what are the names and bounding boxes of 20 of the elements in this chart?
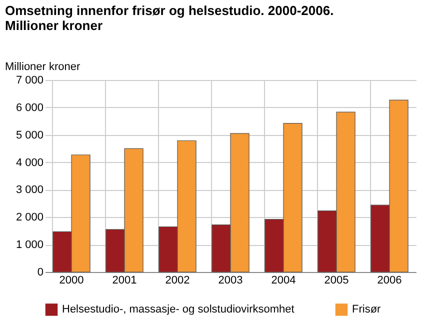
x-tick-label: 2005 [324, 274, 349, 286]
x-tick-label: 2002 [165, 274, 190, 286]
text: Millioner kroner [5, 18, 103, 33]
y-tick-label: 4 000 [16, 156, 44, 169]
y-tick-label: 1 000 [16, 239, 44, 252]
x-tick-label: 2004 [271, 274, 296, 286]
y-tick-label: 0 [37, 266, 44, 278]
x-tick-label: 2000 [59, 274, 84, 286]
x-tick-label: 2006 [377, 274, 402, 286]
y-axis-title: Millioner kroner [5, 61, 81, 73]
x-tick-label: 2001 [112, 274, 137, 286]
y-tick-label: 3 000 [16, 184, 44, 196]
legend-label: Frisør [352, 304, 382, 316]
legend-label: Helsestudio-, massasje- og solstudiovirksomhet [62, 304, 294, 316]
y-tick-label: 2 000 [16, 212, 44, 224]
y-tick-label: 5 000 [16, 129, 44, 142]
x-tick-label: 2003 [218, 274, 243, 286]
text: Omsetning innenfor frisør og helsestudio. 2000-2006. [5, 3, 334, 18]
y-tick-label: 7 000 [16, 74, 44, 86]
y-tick-label: 6 000 [16, 102, 44, 114]
